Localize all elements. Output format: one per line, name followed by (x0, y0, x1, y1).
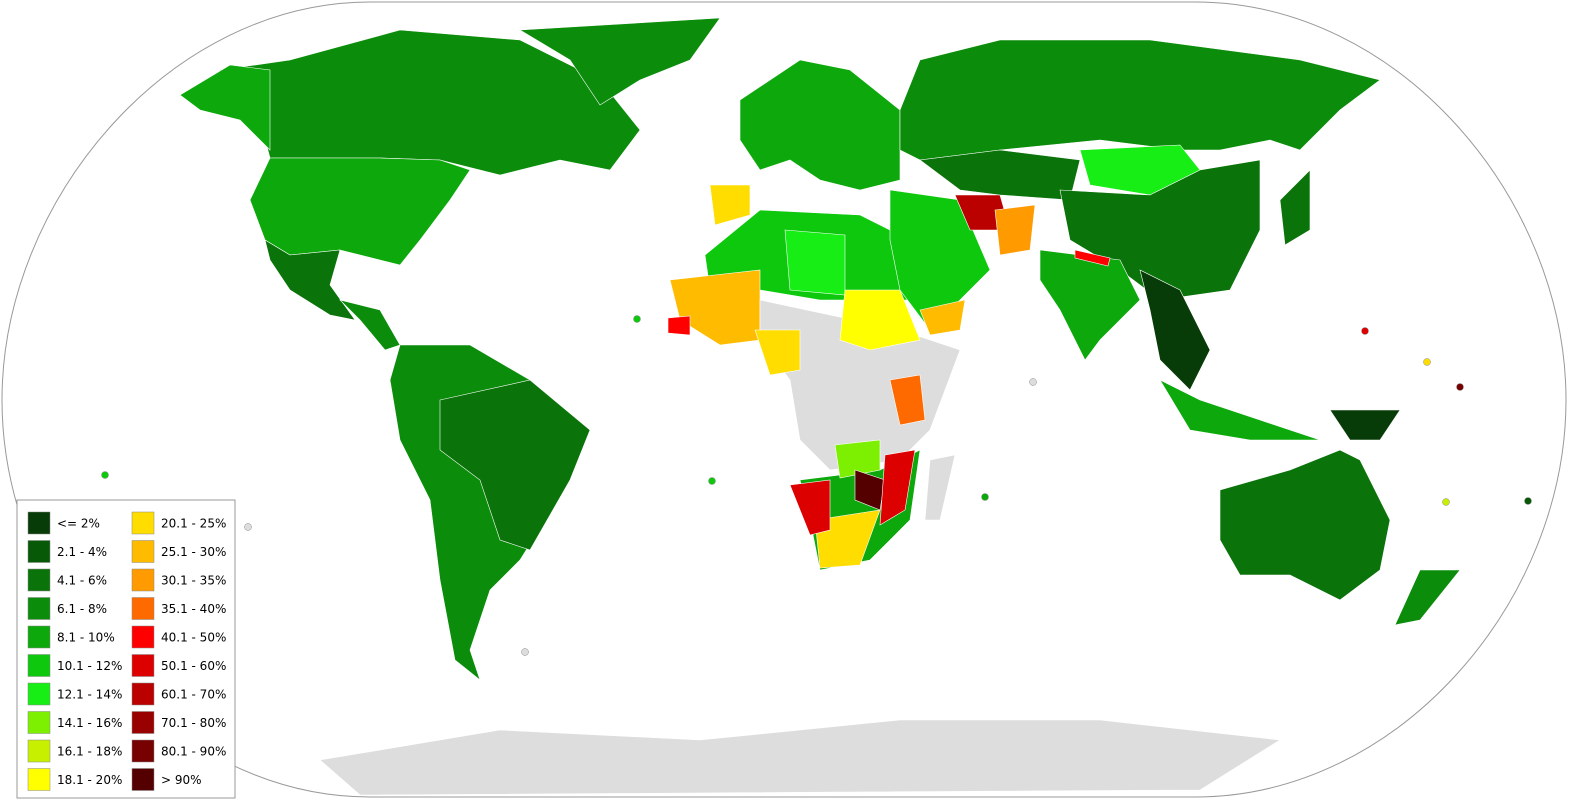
island-marker (1361, 327, 1369, 335)
legend-label: 40.1 - 50% (161, 631, 226, 645)
alaska (179, 64, 271, 151)
legend-swatch (27, 711, 51, 734)
legend-label: 4.1 - 6% (57, 574, 107, 588)
legend-swatch (27, 739, 51, 763)
legend-label: 6.1 - 8% (57, 602, 107, 616)
zimbabwe (854, 469, 886, 511)
island-marker (1442, 498, 1450, 506)
legend-label: 14.1 - 16% (57, 716, 122, 730)
legend-swatch (27, 568, 51, 592)
legend-swatch (131, 568, 155, 592)
island-marker (633, 315, 641, 323)
legend-swatch (27, 597, 51, 620)
island-marker (1524, 497, 1532, 505)
legend-swatch (131, 739, 155, 763)
legend-label: 50.1 - 60% (161, 659, 226, 673)
indonesia (1159, 379, 1321, 441)
namibia (789, 479, 831, 536)
legend: <= 2% 2.1 - 4% 4.1 - 6% 6.1 - 8% 8.1 - 10% 10… (16, 499, 236, 799)
senegal (667, 315, 691, 336)
legend-label: 25.1 - 30% (161, 545, 226, 559)
island-marker (1423, 358, 1431, 366)
island-markers (101, 315, 1532, 656)
legend-label: 35.1 - 40% (161, 602, 226, 616)
australia (1219, 449, 1391, 601)
india (1039, 249, 1141, 361)
island-marker (708, 477, 716, 485)
legend-label: > 90% (161, 773, 202, 787)
legend-swatch (27, 511, 51, 535)
legend-swatch (131, 654, 155, 677)
legend-swatch (131, 511, 155, 535)
libya (784, 229, 846, 296)
kenya (889, 374, 926, 426)
legend-label: 10.1 - 12% (57, 659, 122, 673)
legend-swatch (131, 768, 155, 791)
legend-label: 12.1 - 14% (57, 688, 122, 702)
brazil (439, 379, 591, 551)
legend-swatch (27, 625, 51, 649)
legend-label: 2.1 - 4% (57, 545, 107, 559)
europe (739, 59, 901, 191)
island-marker (1456, 383, 1464, 391)
central-america (339, 299, 401, 351)
legend-box (16, 499, 236, 799)
greenland (519, 17, 721, 106)
legend-label: 16.1 - 18% (57, 745, 122, 759)
legend-swatch (27, 540, 51, 563)
japan (1279, 169, 1311, 246)
legend-swatch (131, 682, 155, 706)
spain (709, 184, 751, 226)
new-zealand (1394, 569, 1461, 626)
afghanistan (994, 204, 1036, 256)
legend-swatch (131, 625, 155, 649)
legend-swatch (131, 597, 155, 620)
south-africa (814, 509, 881, 569)
legend-label: 80.1 - 90% (161, 745, 226, 759)
sahel (669, 269, 761, 346)
legend-label: 20.1 - 25% (161, 517, 226, 531)
nepal (1074, 249, 1111, 267)
island-marker (981, 493, 989, 501)
island-marker (1029, 378, 1037, 386)
legend-swatch (131, 711, 155, 734)
yemen (919, 299, 966, 336)
zambia (834, 439, 881, 479)
papua-new-guinea (1329, 409, 1401, 441)
mexico (264, 239, 356, 321)
legend-label: 8.1 - 10% (57, 631, 115, 645)
madagascar (924, 454, 956, 521)
legend-swatch (131, 540, 155, 563)
usa (249, 157, 471, 266)
island-marker (521, 648, 529, 656)
legend-label: 30.1 - 35% (161, 574, 226, 588)
island-marker (244, 523, 252, 531)
legend-swatch (27, 682, 51, 706)
legend-swatch (27, 768, 51, 791)
legend-label: 18.1 - 20% (57, 773, 122, 787)
nigeria (754, 329, 801, 376)
legend-swatch (27, 654, 51, 677)
legend-label: 60.1 - 70% (161, 688, 226, 702)
island-marker (101, 471, 109, 479)
mozambique (879, 449, 916, 526)
sudan (839, 289, 921, 351)
legend-label: 70.1 - 80% (161, 716, 226, 730)
antarctica (319, 719, 1281, 796)
countries (179, 17, 1461, 796)
southeast-asia (1139, 269, 1211, 391)
legend-label: <= 2% (57, 517, 100, 531)
